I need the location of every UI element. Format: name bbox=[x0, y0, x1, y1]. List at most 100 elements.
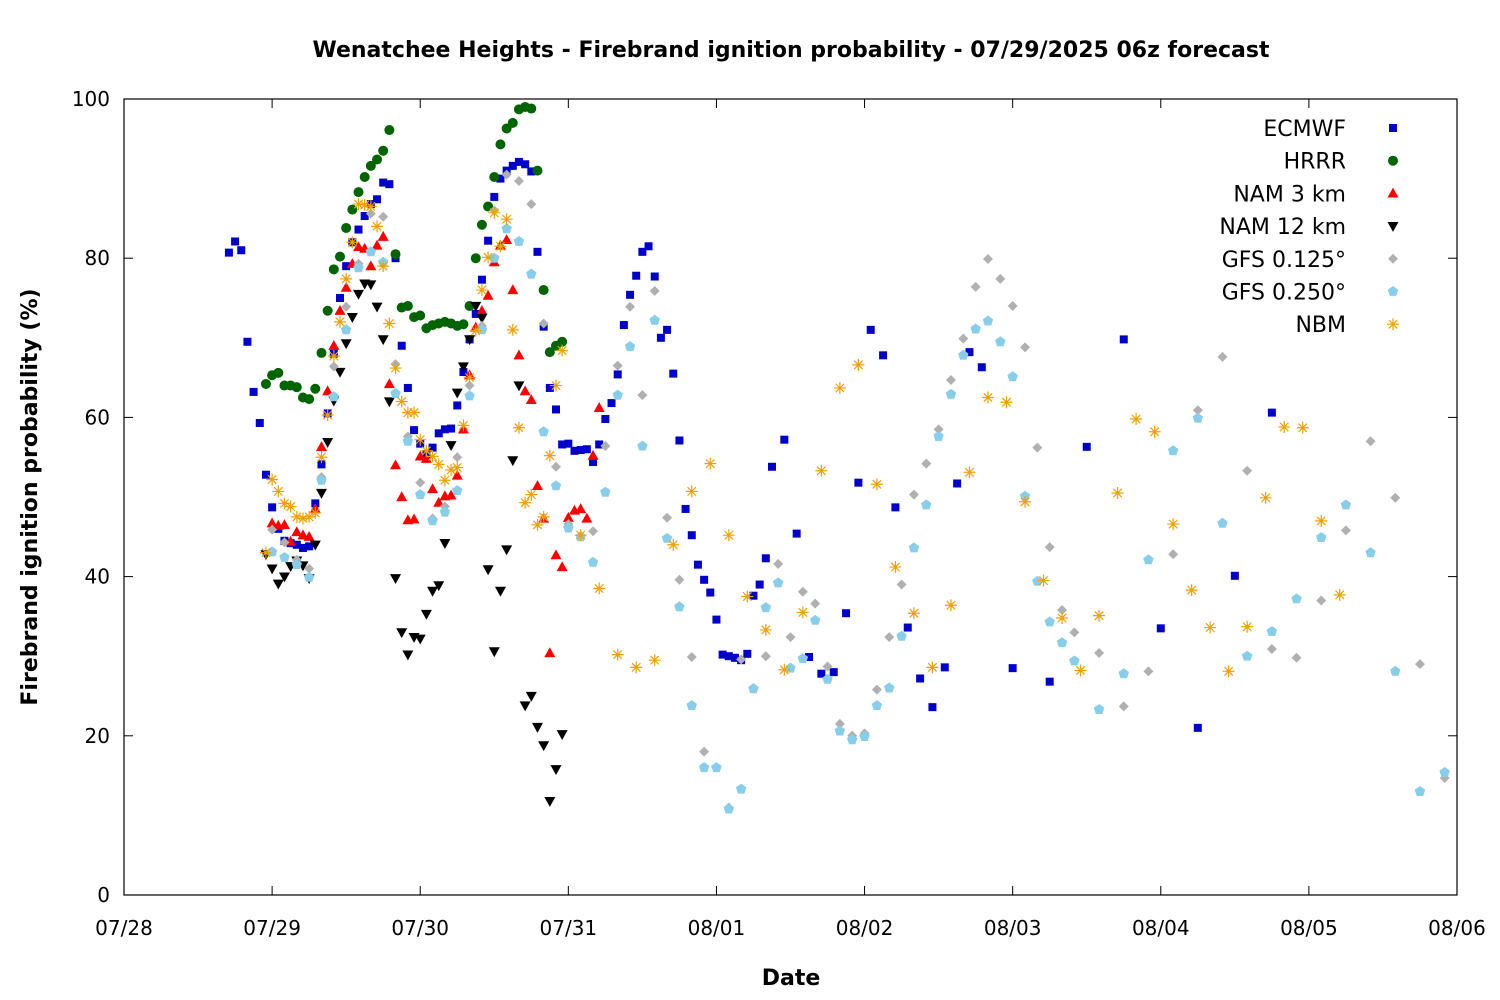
data-point bbox=[538, 285, 549, 296]
data-point bbox=[268, 503, 277, 512]
data-point bbox=[249, 387, 258, 396]
data-point bbox=[526, 268, 537, 279]
data-point bbox=[674, 601, 685, 612]
data-point bbox=[544, 647, 556, 658]
data-point bbox=[508, 161, 517, 170]
data-point bbox=[759, 623, 772, 636]
data-point bbox=[613, 370, 622, 379]
data-point bbox=[1143, 554, 1154, 565]
data-point bbox=[341, 301, 352, 312]
data-point bbox=[595, 440, 604, 449]
data-point bbox=[321, 409, 334, 422]
data-point bbox=[1316, 595, 1327, 606]
data-point bbox=[340, 281, 352, 292]
data-point bbox=[1032, 442, 1043, 453]
legend-marker bbox=[1388, 155, 1398, 166]
data-point bbox=[859, 731, 870, 741]
data-point bbox=[1008, 664, 1017, 673]
data-point bbox=[373, 195, 382, 204]
data-points bbox=[224, 101, 1450, 814]
x-tick-label: 07/29 bbox=[243, 916, 301, 940]
data-point bbox=[1266, 626, 1278, 636]
data-point bbox=[723, 803, 734, 814]
data-point bbox=[1082, 442, 1091, 451]
data-point bbox=[500, 213, 513, 226]
data-point bbox=[531, 480, 543, 490]
data-point bbox=[933, 424, 944, 435]
data-point bbox=[1020, 342, 1031, 353]
data-point bbox=[526, 103, 537, 114]
data-point bbox=[741, 590, 754, 603]
data-point bbox=[1000, 396, 1013, 409]
data-point bbox=[958, 333, 969, 344]
data-point bbox=[1167, 518, 1180, 531]
data-point bbox=[476, 304, 488, 315]
data-point bbox=[637, 440, 648, 451]
data-point bbox=[871, 684, 882, 695]
data-point bbox=[1340, 525, 1351, 536]
data-point bbox=[354, 225, 363, 234]
data-point bbox=[842, 609, 851, 618]
data-point bbox=[365, 246, 377, 257]
data-point bbox=[408, 406, 421, 419]
legend-label: NAM 3 km bbox=[1233, 182, 1346, 207]
data-point bbox=[1119, 335, 1128, 344]
data-point bbox=[735, 783, 747, 794]
data-point bbox=[1192, 412, 1203, 423]
data-point bbox=[667, 538, 680, 551]
data-point bbox=[1278, 420, 1291, 433]
data-point bbox=[464, 380, 475, 391]
data-point bbox=[884, 682, 895, 693]
data-point bbox=[470, 253, 481, 264]
data-point bbox=[303, 531, 315, 541]
data-point bbox=[870, 478, 883, 491]
data-point bbox=[1093, 704, 1105, 714]
data-point bbox=[310, 383, 321, 394]
data-point bbox=[1266, 644, 1277, 655]
x-tick-label: 07/31 bbox=[540, 916, 598, 940]
data-point bbox=[1130, 412, 1143, 425]
data-point bbox=[982, 315, 994, 326]
y-tick-label: 60 bbox=[85, 405, 110, 429]
series-7 bbox=[259, 198, 1346, 678]
data-point bbox=[1217, 517, 1228, 528]
data-point bbox=[1192, 405, 1203, 416]
data-point bbox=[309, 540, 321, 551]
data-point bbox=[933, 431, 944, 441]
data-point bbox=[1390, 492, 1401, 503]
data-point bbox=[557, 336, 568, 347]
y-tick-label: 20 bbox=[85, 724, 110, 748]
data-point bbox=[693, 560, 702, 569]
data-point bbox=[551, 405, 560, 414]
data-point bbox=[358, 198, 371, 211]
data-point bbox=[489, 172, 500, 183]
data-point bbox=[231, 237, 240, 246]
data-point bbox=[1167, 445, 1179, 456]
data-point bbox=[266, 517, 278, 528]
data-point bbox=[1044, 542, 1055, 553]
data-point bbox=[261, 470, 270, 479]
data-point bbox=[772, 577, 784, 588]
data-point bbox=[564, 439, 573, 448]
data-point bbox=[1193, 723, 1202, 732]
data-point bbox=[527, 167, 536, 176]
data-point bbox=[328, 361, 339, 372]
y-axis-label: Firebrand ignition probability (%) bbox=[18, 288, 43, 705]
data-point bbox=[687, 531, 696, 540]
data-point bbox=[279, 537, 290, 548]
data-point bbox=[891, 503, 900, 512]
data-point bbox=[426, 450, 439, 463]
data-point bbox=[928, 703, 937, 712]
data-point bbox=[761, 554, 770, 563]
data-point bbox=[600, 441, 611, 452]
data-point bbox=[538, 741, 550, 752]
data-point bbox=[290, 510, 303, 523]
data-point bbox=[945, 388, 957, 399]
data-point bbox=[965, 348, 974, 357]
data-point bbox=[970, 281, 981, 292]
data-point bbox=[482, 289, 494, 300]
data-point bbox=[292, 540, 301, 549]
data-point bbox=[1093, 609, 1106, 622]
data-point bbox=[550, 765, 562, 776]
data-point bbox=[1222, 665, 1235, 678]
